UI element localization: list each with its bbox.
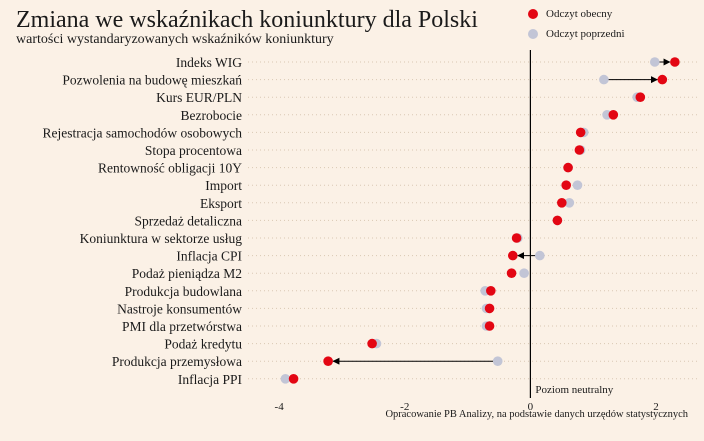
source-note: Opracowanie PB Analizy, na podstawie dan… [385, 409, 688, 420]
chart-subtitle: wartości wystandaryzowanych wskaźników k… [16, 32, 334, 47]
previous-points [280, 57, 660, 384]
legend-label-current: Odczyt obecny [546, 8, 613, 20]
arrows-group [332, 58, 671, 365]
current-points [288, 57, 680, 384]
current-point-produkcja-przemyslowa [323, 356, 333, 367]
neutral-line-label: Poziom neutralny [535, 384, 613, 396]
legend: Odczyt obecny Odczyt poprzedni [528, 4, 625, 44]
current-point-eksport [557, 198, 567, 208]
x-tick-labels: -4 -2 0 2 [275, 401, 659, 413]
category-label-produkcja-budowlana: Produkcja budowlana [125, 284, 242, 299]
current-point-rejestracja-samochodow-osobowych [575, 127, 586, 138]
chart-title: Zmiana we wskaźnikach koniunktury dla Po… [16, 7, 478, 33]
category-label-sprzedaz-detaliczna: Sprzedaż detaliczna [134, 213, 242, 228]
category-label-nastroje-konsumentow: Nastroje konsumentów [117, 301, 242, 316]
category-label-kurs-eur-pln: Kurs EUR/PLN [156, 90, 242, 105]
current-point-bezrobocie [608, 110, 619, 120]
category-label-import: Import [205, 178, 242, 193]
previous-point-inflacja-cpi [535, 250, 545, 261]
category-label-pozwolenia-na-budowe-mieszkan: Pozwolenia na budowę mieszkań [62, 73, 242, 88]
category-label-inflacja-cpi: Inflacja CPI [176, 249, 242, 264]
x-tick-label-1: -2 [400, 401, 409, 413]
category-label-produkcja-przemyslowa: Produkcja przemysłowa [112, 354, 242, 369]
legend-swatch-previous [528, 29, 538, 39]
current-point-pmi-dla-przetworstwa [484, 321, 495, 331]
category-label-inflacja-ppi: Inflacja PPI [178, 372, 243, 387]
category-label-indeks-wig: Indeks WIG [176, 55, 242, 70]
current-point-import [561, 180, 571, 190]
category-label-bezrobocie: Bezrobocie [181, 108, 242, 123]
legend-swatch-current [528, 9, 538, 19]
previous-point-produkcja-przemyslowa [492, 356, 503, 367]
x-tick-label-2: 0 [528, 401, 534, 413]
current-point-koniunktura-w-sektorze-uslug [511, 233, 522, 243]
grid-lines [248, 61, 700, 380]
current-point-stopa-procentowa [574, 145, 585, 155]
reference-line-group: Poziom neutralny [529, 50, 614, 398]
category-label-podaz-pieniadza-m2: Podaż pieniądza M2 [132, 266, 242, 281]
current-point-kurs-eur-pln [635, 92, 646, 102]
category-label-stopa-procentowa: Stopa procentowa [145, 143, 242, 158]
legend-label-previous: Odczyt poprzedni [546, 28, 625, 40]
category-label-podaz-kredytu: Podaż kredytu [164, 337, 242, 352]
category-label-koniunktura-w-sektorze-uslug: Koniunktura w sektorze usług [80, 231, 243, 246]
current-point-indeks-wig [670, 57, 680, 67]
x-tick-label-0: -4 [275, 401, 285, 413]
x-tick-label-3: 2 [653, 401, 659, 413]
previous-point-indeks-wig [649, 57, 660, 67]
current-point-sprzedaz-detaliczna [552, 215, 563, 226]
category-label-pmi-dla-przetworstwa: PMI dla przetwórstwa [122, 319, 242, 334]
previous-point-eksport [564, 198, 575, 208]
previous-point-pozwolenia-na-budowe-mieszkan [599, 74, 609, 85]
previous-point-import [572, 180, 583, 190]
legend-item-current: Odczyt obecny [528, 4, 625, 24]
current-point-podaz-pieniadza-m2 [506, 268, 517, 279]
current-point-inflacja-cpi [508, 250, 518, 261]
current-point-nastroje-konsumentow [484, 303, 495, 314]
previous-point-inflacja-ppi [280, 374, 291, 384]
current-point-inflacja-ppi [288, 374, 299, 384]
category-label-rejestracja-samochodow-osobowych: Rejestracja samochodów osobowych [43, 125, 243, 140]
current-point-pozwolenia-na-budowe-mieszkan [657, 74, 668, 85]
category-label-rentownosc-obligacji-10y: Rentowność obligacji 10Y [98, 161, 242, 176]
current-point-produkcja-budowlana [486, 286, 496, 296]
current-point-rentownosc-obligacji-10y [563, 162, 573, 173]
category-labels: Indeks WIG Pozwolenia na budowę mieszkań K… [43, 55, 243, 387]
category-label-eksport: Eksport [200, 196, 242, 211]
current-point-podaz-kredytu [367, 338, 377, 349]
legend-item-previous: Odczyt poprzedni [528, 24, 625, 44]
previous-point-podaz-pieniadza-m2 [519, 268, 529, 279]
